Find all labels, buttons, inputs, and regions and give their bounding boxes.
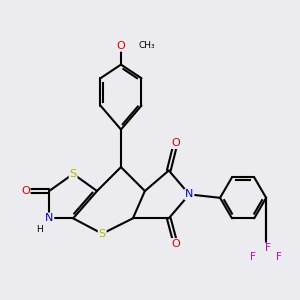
Text: N: N (45, 213, 53, 223)
Text: N: N (185, 189, 194, 200)
Text: S: S (70, 169, 77, 179)
Text: O: O (171, 239, 180, 249)
Text: CH₃: CH₃ (139, 40, 155, 50)
Text: O: O (117, 41, 125, 51)
Text: O: O (21, 186, 30, 196)
Text: H: H (36, 225, 43, 234)
Text: F: F (276, 252, 282, 262)
Text: S: S (99, 229, 106, 239)
Text: F: F (265, 243, 271, 254)
Text: O: O (171, 138, 180, 148)
Text: F: F (250, 252, 256, 262)
